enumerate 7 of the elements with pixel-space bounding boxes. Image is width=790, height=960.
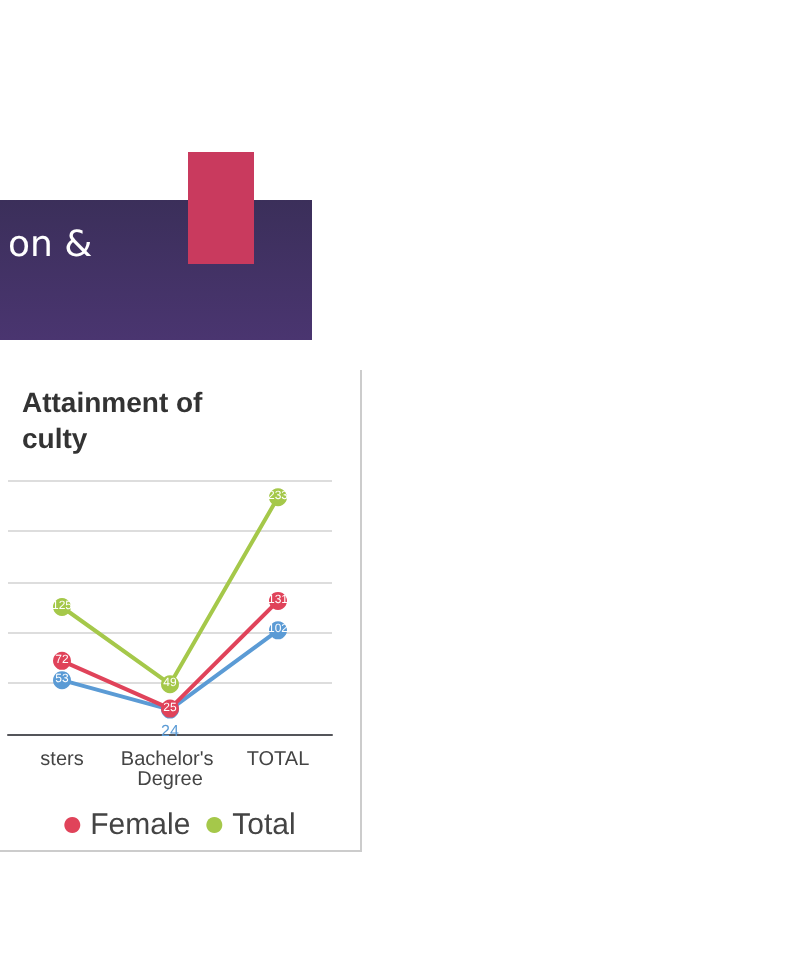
text: on & (8, 224, 93, 266)
legend-label: Total (232, 808, 296, 842)
x-tick-label: Bachelor's Degree (120, 749, 220, 791)
legend-label: Female (90, 808, 191, 842)
x-tick-label: TOTAL (246, 749, 311, 771)
x-tick-label: sters (40, 749, 84, 771)
chart-title: Attainment of culty (22, 386, 204, 454)
